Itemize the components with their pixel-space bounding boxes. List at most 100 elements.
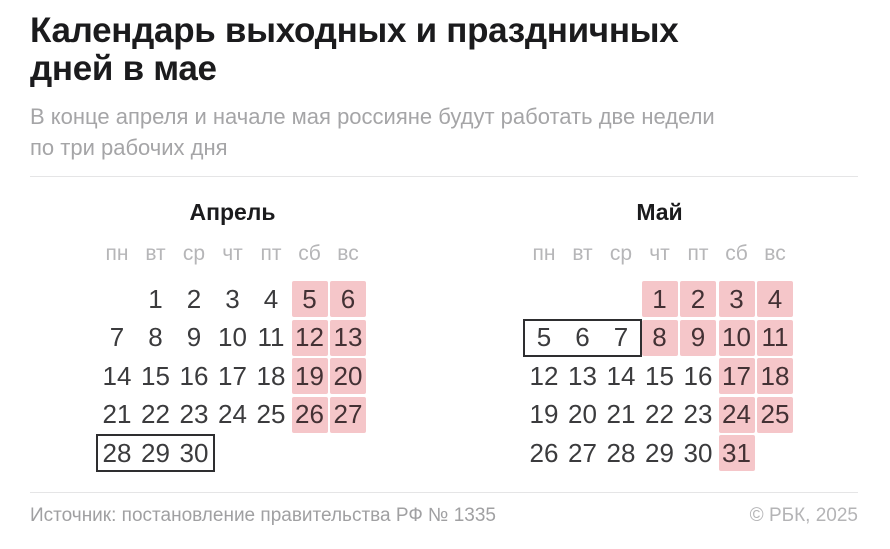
page-subtitle-line-2: по три рабочих дня xyxy=(30,135,228,160)
page-subtitle: В конце апреля и начале мая россияне буд… xyxy=(30,101,715,163)
week-row: 12 13 14 15 16 17 18 xyxy=(526,358,793,394)
page-title-line-1: Календарь выходных и праздничных xyxy=(30,11,679,50)
day-cell-holiday: 4 xyxy=(757,281,793,317)
day-cell: 29 xyxy=(141,437,170,468)
day-cell: 10 xyxy=(218,322,247,352)
copyright-note: © РБК, 2025 xyxy=(749,505,858,526)
day-cell-holiday: 20 xyxy=(330,358,366,394)
weekday-label: чт xyxy=(222,242,243,265)
header-divider xyxy=(30,176,858,177)
week-row: 28 29 30 xyxy=(96,434,366,472)
day-cell: 3 xyxy=(225,283,240,314)
footer: Источник: постановление правительства РФ… xyxy=(30,505,858,527)
day-cell: 30 xyxy=(179,437,209,468)
page-title: Календарь выходных и праздничных дней в м… xyxy=(30,11,679,88)
day-cell: 17 xyxy=(218,360,247,391)
day-cell: 13 xyxy=(568,360,597,391)
day-cell: 22 xyxy=(645,399,674,429)
week-row: 21 22 23 24 25 26 27 xyxy=(99,396,366,433)
weekday-label: пн xyxy=(105,242,129,265)
week-row: 26 27 28 29 30 31 xyxy=(526,435,793,471)
day-cell: 12 xyxy=(529,360,559,391)
day-cell-empty xyxy=(99,281,135,317)
day-cell-empty xyxy=(215,435,251,471)
day-cell: 24 xyxy=(218,399,247,429)
day-cell: 22 xyxy=(141,399,170,429)
day-cell: 20 xyxy=(568,399,597,429)
day-cell: 14 xyxy=(606,360,636,391)
day-cell: 4 xyxy=(263,283,279,314)
day-cell: 15 xyxy=(645,360,674,391)
source-note: Источник: постановление правительства РФ… xyxy=(30,505,496,526)
weekday-label: сб xyxy=(725,242,748,265)
day-cell-holiday: 24 xyxy=(718,396,755,433)
working-days-outline-box xyxy=(96,434,215,472)
weekday-label: пн xyxy=(532,242,556,265)
day-cell: 8 xyxy=(148,322,163,352)
weekday-label: вт xyxy=(145,242,166,265)
day-cell: 7 xyxy=(613,322,629,352)
day-cell: 23 xyxy=(179,399,209,429)
day-cell: 5 xyxy=(536,322,552,352)
month-title-may: Май xyxy=(636,199,683,225)
day-cell: 19 xyxy=(529,399,559,429)
day-cell-holiday: 31 xyxy=(718,435,755,471)
page-subtitle-line-1: В конце апреля и начале мая россияне буд… xyxy=(30,104,715,129)
day-cell-holiday: 2 xyxy=(680,281,716,317)
day-grid-april: 1 2 3 4 5 6 7 8 9 10 11 12 13 14 15 16 17 18 19 20 21 22 23 24 2… xyxy=(96,281,366,472)
calendar-april: Апрель пн вт ср чт пт сб вс 1 2 3 4 5 6 7 8 9 10 11 12 13 1… xyxy=(96,198,366,474)
day-cell-holiday: 10 xyxy=(718,319,755,356)
day-cell-holiday: 8 xyxy=(641,319,678,356)
day-cell: 2 xyxy=(186,283,202,314)
day-cell-empty xyxy=(565,281,601,317)
day-cell: 28 xyxy=(606,437,636,468)
day-cell-empty xyxy=(526,281,562,317)
day-cell-holiday: 19 xyxy=(291,358,328,394)
day-cell: 21 xyxy=(102,399,132,429)
day-cell: 1 xyxy=(148,283,163,314)
day-cell: 14 xyxy=(102,360,132,391)
weekday-label: вс xyxy=(337,242,359,265)
weekday-label: вс xyxy=(764,242,786,265)
weekday-label: сб xyxy=(298,242,321,265)
day-cell: 18 xyxy=(256,360,286,391)
day-cell-holiday: 12 xyxy=(291,319,328,356)
day-cell-holiday: 1 xyxy=(641,281,678,317)
week-row: 19 20 21 22 23 24 25 xyxy=(526,396,793,433)
day-cell: 11 xyxy=(257,322,285,352)
day-cell-holiday: 5 xyxy=(291,281,328,317)
day-cell: 6 xyxy=(575,322,590,352)
day-cell-holiday: 9 xyxy=(680,319,716,356)
weekday-header-row-may: пн вт ср чт пт сб вс xyxy=(526,242,793,266)
day-cell: 15 xyxy=(141,360,170,391)
day-cell-holiday: 25 xyxy=(757,396,793,433)
day-cell-holiday: 11 xyxy=(757,319,793,356)
day-cell: 23 xyxy=(683,399,713,429)
day-cell-empty xyxy=(757,435,793,471)
day-cell: 25 xyxy=(256,399,286,429)
weekday-label: пт xyxy=(260,242,282,265)
day-cell: 30 xyxy=(683,437,713,468)
day-grid-may: 1 2 3 4 5 6 7 8 9 10 11 12 13 14 15 16 17 18 19 20 21 22 23 24 2… xyxy=(523,281,793,471)
day-cell-holiday: 17 xyxy=(718,358,755,394)
day-cell-empty xyxy=(603,281,639,317)
footer-divider xyxy=(30,492,858,493)
weekday-header-row-april: пн вт ср чт пт сб вс xyxy=(99,242,366,266)
month-title-april: Апрель xyxy=(189,199,276,225)
calendar-may: Май пн вт ср чт пт сб вс 1 2 3 4 5 6 7 8 9 10 11 12 13 14 15… xyxy=(523,198,793,474)
day-cell-holiday: 18 xyxy=(757,358,793,394)
week-row: 5 6 7 8 9 10 11 xyxy=(523,318,793,357)
weekday-label: вт xyxy=(572,242,593,265)
day-cell: 27 xyxy=(568,437,597,468)
day-cell-holiday: 6 xyxy=(330,281,366,317)
day-cell-holiday: 13 xyxy=(330,319,366,356)
day-cell-empty xyxy=(253,435,289,471)
day-cell: 9 xyxy=(186,322,202,352)
day-cell-holiday: 27 xyxy=(330,396,366,433)
week-row: 7 8 9 10 11 12 13 xyxy=(99,319,366,356)
day-cell: 21 xyxy=(606,399,636,429)
week-row: 14 15 16 17 18 19 20 xyxy=(99,358,366,394)
